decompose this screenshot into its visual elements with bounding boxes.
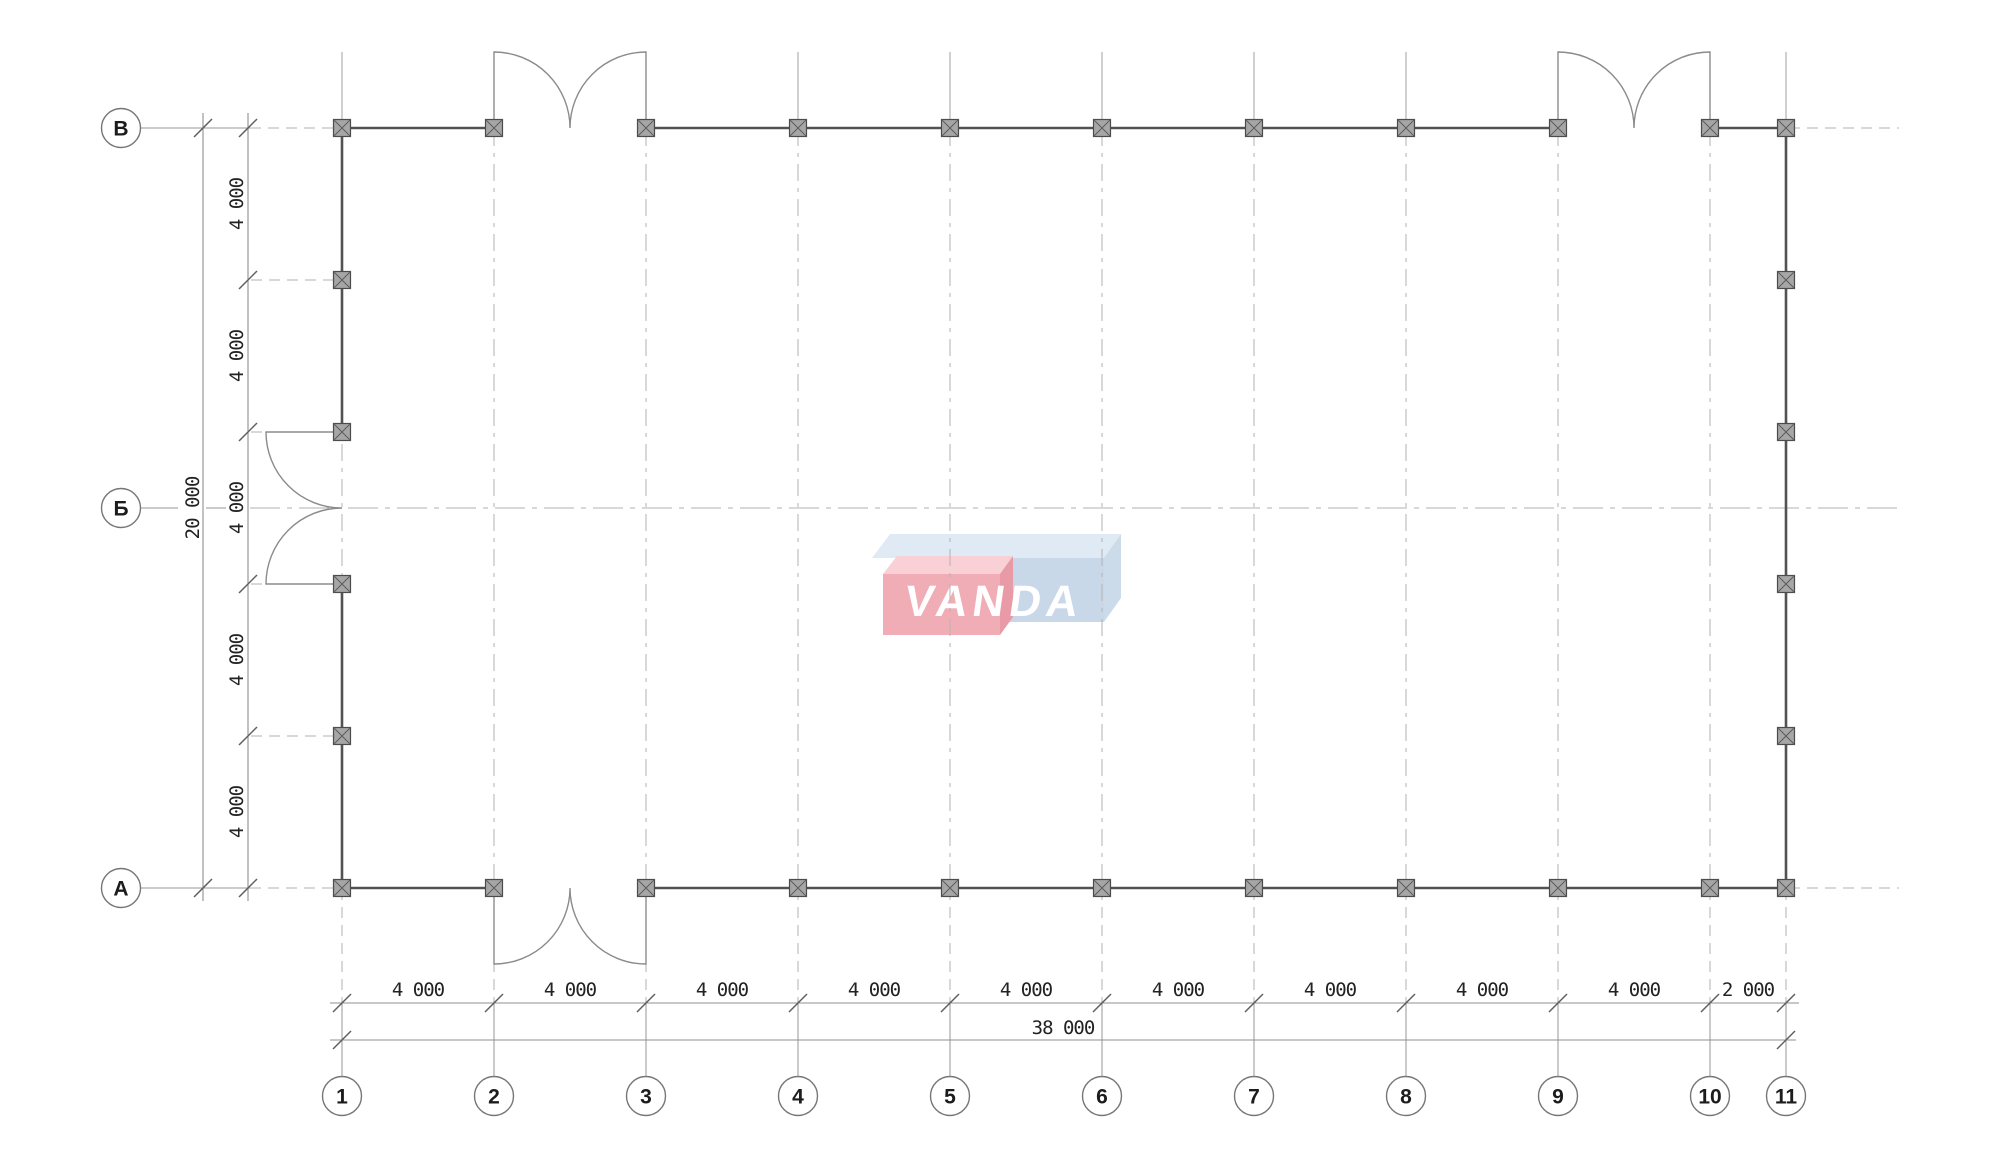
column-marker xyxy=(1776,422,1796,442)
column-marker xyxy=(940,118,960,138)
watermark-red-top-face xyxy=(883,556,1013,574)
axis-bubble-4 xyxy=(777,1075,819,1117)
axis-bubble-11 xyxy=(1765,1075,1807,1117)
column-marker xyxy=(1244,878,1264,898)
column-marker xyxy=(636,878,656,898)
axis-bubble-8-label: 8 xyxy=(1400,1086,1412,1109)
dimension-lines xyxy=(193,113,1799,1050)
watermark-logo-text: VANDA xyxy=(902,577,1087,626)
column-marker xyxy=(332,118,352,138)
column-marker xyxy=(1396,878,1416,898)
axis-bubble-5 xyxy=(929,1075,971,1117)
dim-label: 4 000 xyxy=(226,177,248,230)
watermark-blue-top-face xyxy=(872,534,1121,558)
axis-bubble-v xyxy=(100,107,142,149)
column-marker xyxy=(788,118,808,138)
dim-label: 4 000 xyxy=(226,633,248,686)
axis-bubble-10-label: 10 xyxy=(1698,1086,1721,1109)
dim-label: 4 000 xyxy=(1608,979,1661,1001)
column-marker xyxy=(332,726,352,746)
dim-label: 4 000 xyxy=(1456,979,1509,1001)
doors xyxy=(265,51,1711,965)
column-marker xyxy=(1776,574,1796,594)
double-door-left xyxy=(265,431,343,585)
column-marker xyxy=(484,878,504,898)
axis-bubble-a-label: А xyxy=(113,878,128,901)
dim-label: 4 000 xyxy=(1152,979,1205,1001)
dim-label: 4 000 xyxy=(226,785,248,838)
column-marker xyxy=(484,118,504,138)
dim-label: 4 000 xyxy=(544,979,597,1001)
axis-bubble-7-label: 7 xyxy=(1248,1086,1260,1109)
column-marker xyxy=(1776,270,1796,290)
column-marker xyxy=(1092,878,1112,898)
dim-total-label-bottom: 38 000 xyxy=(1032,1017,1095,1039)
axis-bubble-5-label: 5 xyxy=(944,1086,956,1109)
watermark-red-side-face xyxy=(1000,556,1013,635)
column-marker xyxy=(332,574,352,594)
axis-bubble-8 xyxy=(1385,1075,1427,1117)
axis-bubble-6 xyxy=(1081,1075,1123,1117)
column-marker xyxy=(1548,878,1568,898)
double-door-top-left xyxy=(493,51,647,129)
column-marker xyxy=(940,878,960,898)
axis-bubble-6-label: 6 xyxy=(1096,1086,1108,1109)
axis-bubble-7 xyxy=(1233,1075,1275,1117)
column-marker xyxy=(1700,118,1720,138)
axis-bubble-1 xyxy=(321,1075,363,1117)
dim-label: 4 000 xyxy=(1000,979,1053,1001)
column-marker xyxy=(788,878,808,898)
dim-label: 4 000 xyxy=(226,481,248,534)
column-marker xyxy=(1776,726,1796,746)
axis-bubble-4-label: 4 xyxy=(792,1086,804,1109)
axis-bubble-9 xyxy=(1537,1075,1579,1117)
column-marker xyxy=(1244,118,1264,138)
column-marker xyxy=(1092,118,1112,138)
column-marker xyxy=(332,422,352,442)
double-door-bottom xyxy=(493,887,647,965)
dim-label: 4 000 xyxy=(696,979,749,1001)
axis-bubble-11-label: 11 xyxy=(1775,1086,1798,1109)
dimension-labels: 4 000 4 000 4 000 4 000 4 000 4 000 4 00… xyxy=(182,177,1776,1039)
column-marker xyxy=(636,118,656,138)
axis-bubble-3-label: 3 xyxy=(640,1086,652,1109)
axis-bubble-b-label: Б xyxy=(113,498,128,521)
axis-bubble-9-label: 9 xyxy=(1552,1086,1564,1109)
column-marker xyxy=(332,878,352,898)
column-marker xyxy=(332,270,352,290)
column-marker xyxy=(1776,878,1796,898)
vanda-watermark: VANDA xyxy=(872,534,1121,635)
axis-bubble-2 xyxy=(473,1075,515,1117)
column-marker xyxy=(1548,118,1568,138)
axis-bubble-3 xyxy=(625,1075,667,1117)
dim-total-label-left: 20 000 xyxy=(182,476,204,539)
axis-bubble-a xyxy=(100,867,142,909)
watermark-blue-front-face xyxy=(1000,558,1104,622)
watermark-blue-side-face xyxy=(1104,534,1121,622)
column-marker xyxy=(1700,878,1720,898)
dim-label: 4 000 xyxy=(1304,979,1357,1001)
dim-label: 4 000 xyxy=(226,329,248,382)
axis-bubbles: 1 2 3 4 5 6 7 8 9 10 11 В Б А xyxy=(100,107,1807,1117)
axis-bubble-v-label: В xyxy=(113,118,128,141)
dim-label: 2 000 xyxy=(1722,979,1775,1001)
watermark-red-front-face xyxy=(883,574,1000,635)
column-marker xyxy=(1776,118,1796,138)
axis-bubble-2-label: 2 xyxy=(488,1086,500,1109)
column-marker xyxy=(1396,118,1416,138)
axis-bubble-b xyxy=(100,487,142,529)
axis-bubble-1-label: 1 xyxy=(336,1086,348,1109)
dim-label: 4 000 xyxy=(392,979,445,1001)
axis-bubble-10 xyxy=(1689,1075,1731,1117)
double-door-top-right xyxy=(1557,51,1711,129)
dim-label: 4 000 xyxy=(848,979,901,1001)
